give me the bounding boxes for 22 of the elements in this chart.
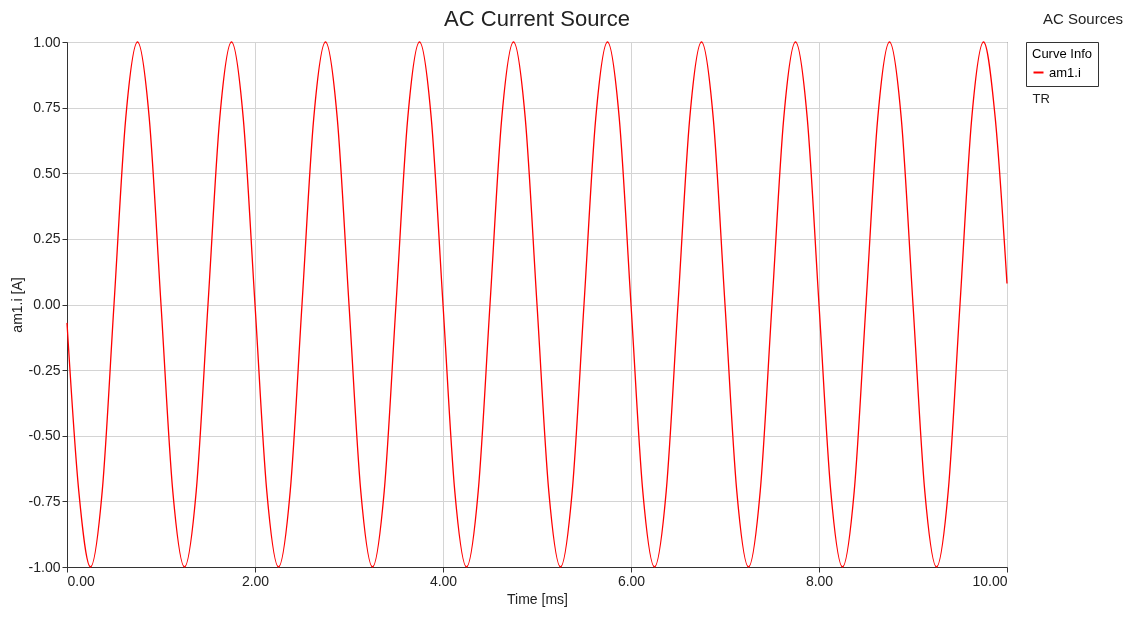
legend-label: am1.i <box>1049 64 1081 80</box>
x-tick-label: 0.00 <box>67 572 95 589</box>
y-tick-label: -0.25 <box>28 361 61 378</box>
y-tick-label: -1.00 <box>28 558 61 575</box>
y-tick-label: 0.75 <box>33 99 61 116</box>
x-tick-label: 4.00 <box>429 572 458 589</box>
chart-title: AC Current Source <box>444 6 630 31</box>
x-tick-label: 2.00 <box>241 572 270 589</box>
y-tick-label: -0.75 <box>28 492 61 509</box>
text: TR <box>1032 90 1050 106</box>
text: AC Sources <box>1042 10 1123 27</box>
y-tick-label: -0.50 <box>28 427 61 444</box>
y-tick-label: 0.00 <box>33 296 61 312</box>
x-tick-label: 6.00 <box>617 572 646 589</box>
x-tick-label: 8.00 <box>805 572 834 589</box>
y-axis-title: am1.i [A] <box>8 277 25 333</box>
x-tick-label: 10.00 <box>972 572 1008 589</box>
y-tick-label: 0.25 <box>33 230 61 247</box>
x-axis-title: Time [ms] <box>507 590 568 607</box>
legend-title: Curve Info <box>1032 46 1092 61</box>
y-tick-label: 0.50 <box>33 164 61 181</box>
y-tick-label: 1.00 <box>33 33 61 50</box>
